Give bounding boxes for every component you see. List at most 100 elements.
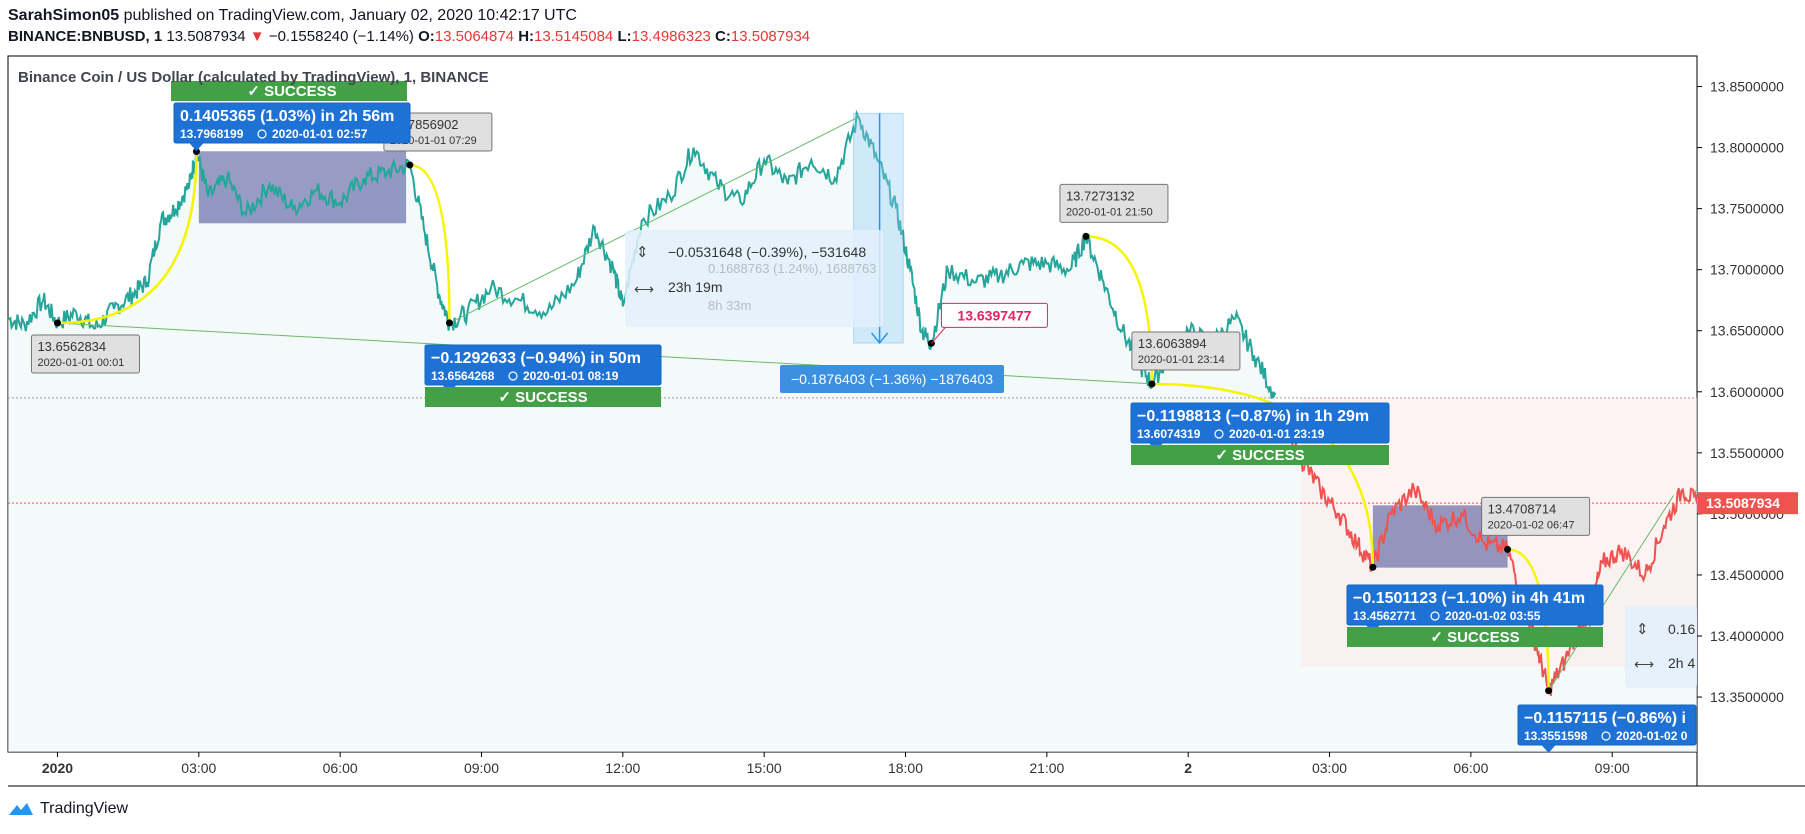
point-marker-9 [1504, 545, 1512, 553]
tradingview-logo-icon [9, 803, 33, 815]
trend-line-3 [1548, 495, 1674, 691]
y-tick-label: 13.7000000 [1710, 262, 1784, 278]
info-ghost-2: 8h 33m [708, 298, 751, 313]
low-value: 13.4986323 [631, 28, 711, 45]
point-marker-10 [1545, 687, 1553, 695]
stat-sub-price: 13.3551598 [1524, 729, 1588, 743]
x-tick-label: 06:00 [323, 760, 358, 776]
callout-box [1131, 331, 1241, 371]
point-marker-3 [406, 161, 414, 169]
stat-main: −0.1501123 (−1.10%) in 4h 41m [1353, 590, 1585, 607]
point-marker-2 [192, 147, 200, 155]
x-tick-label: 18:00 [888, 760, 923, 776]
y-tick-label: 13.4000000 [1710, 628, 1784, 644]
last-price-tag-text: 13.5087934 [1706, 495, 1780, 511]
open-label: O: [418, 28, 435, 45]
last-price-tag [1698, 492, 1798, 515]
clock-icon [508, 371, 518, 381]
stat-box [1346, 584, 1604, 626]
x-tick-label: 2 [1184, 760, 1192, 776]
stat-main: −0.1292633 (−0.94%) in 50m [431, 350, 641, 367]
yellow-curve-2 [409, 163, 451, 323]
author-name[interactable]: SarahSimon05 [8, 7, 120, 24]
stat-sub-time: 2020-01-01 08:19 [523, 369, 619, 383]
callout-price: 13.4708714 [1488, 501, 1557, 516]
stat-box [424, 344, 662, 386]
y-tick-label: 13.6000000 [1710, 384, 1784, 400]
info-ghost-1: 0.1688763 (1.24%), 1688763 [708, 261, 876, 276]
x-tick-label: 03:00 [1312, 760, 1347, 776]
price-label-box [940, 302, 1048, 328]
clock-icon [1601, 731, 1611, 741]
success-badge [1347, 627, 1603, 647]
series-area-fill [8, 113, 1697, 752]
stat-box-pointer [1541, 745, 1556, 753]
success-badge [425, 387, 661, 407]
callout-price: 13.6063894 [1138, 336, 1207, 351]
x-tick-label: 15:00 [747, 760, 782, 776]
success-badge-text: ✓ SUCCESS [247, 83, 336, 100]
horizontal-range-icon: ⟷ [1634, 656, 1654, 672]
stat-box-pointer-top [189, 143, 204, 151]
point-marker-8 [1369, 563, 1377, 571]
horizontal-range-icon: ⟷ [634, 281, 654, 297]
success-badge [171, 81, 407, 101]
stat-sub-time: 2020-01-02 0 [1616, 729, 1688, 743]
series-line-up [7, 109, 1277, 399]
footer-brand[interactable]: TradingView [40, 800, 129, 817]
y-tick-label: 13.8500000 [1710, 79, 1784, 95]
success-badge-text: ✓ SUCCESS [1430, 629, 1519, 646]
success-badge [1131, 445, 1389, 465]
symbol-info: BINANCE:BNBUSD, 1 13.5087934 ▼ −0.155824… [8, 26, 810, 48]
x-tick-label: 09:00 [1595, 760, 1630, 776]
callout-time: 2020-01-01 00:01 [37, 357, 124, 369]
callout-time: 2020-01-01 23:14 [1138, 354, 1225, 366]
callout-price: 13.6562834 [37, 339, 106, 354]
clock-icon [257, 129, 267, 139]
stat-sub-price: 13.7968199 [180, 127, 244, 141]
high-label: H: [518, 28, 535, 45]
price-label-pointer [931, 326, 946, 344]
callout-box [1481, 496, 1591, 536]
range-measure-box [780, 365, 1004, 393]
yellow-curve-1 [57, 151, 198, 325]
change-arrow-icon: ▼ [249, 28, 265, 45]
stat-sub-price: 13.6564268 [431, 369, 495, 383]
x-tick-label: 12:00 [605, 760, 640, 776]
x-tick-label: 03:00 [181, 760, 216, 776]
info-box-1 [625, 230, 883, 327]
y-tick-label: 13.8000000 [1710, 140, 1784, 156]
stat-sub-price: 13.4562771 [1353, 609, 1417, 623]
callout-time: 2020-01-02 06:47 [1488, 519, 1575, 531]
open-value: 13.5064874 [434, 28, 515, 45]
success-badge-text: ✓ SUCCESS [498, 389, 587, 406]
stat-main: −0.1157115 (−0.86%) i [1524, 710, 1686, 727]
stat-sub-price: 13.6074319 [1137, 427, 1201, 441]
success-badge-text: ✓ SUCCESS [1215, 447, 1304, 464]
range-measure-text: −0.1876403 (−1.36%) −1876403 [791, 371, 993, 387]
x-tick-label: 21:00 [1029, 760, 1064, 776]
callout-box [1059, 183, 1169, 223]
low-label: L: [617, 28, 632, 45]
footer: TradingView [8, 800, 128, 818]
info-line-1: −0.0531648 (−0.39%), −531648 [668, 244, 866, 260]
x-tick-label: 09:00 [464, 760, 499, 776]
info2-line-1: 0.16 [1668, 621, 1695, 637]
vertical-range-icon: ⇕ [636, 244, 649, 261]
close-value: 13.5087934 [730, 28, 811, 45]
publish-header: SarahSimon05 published on TradingView.co… [8, 6, 810, 48]
price-change: −0.1558240 (−1.14%) [268, 28, 414, 45]
info-box-2 [1625, 606, 1697, 688]
clock-icon [1214, 429, 1224, 439]
y-tick-label: 13.6500000 [1710, 323, 1784, 339]
stat-sub-time: 2020-01-01 02:57 [272, 127, 368, 141]
callout-time: 2020-01-01 21:50 [1066, 206, 1153, 218]
stat-sub-time: 2020-01-02 03:55 [1445, 609, 1541, 623]
callout-box [30, 334, 140, 374]
stat-box [1130, 402, 1390, 444]
trend-line-2 [449, 116, 859, 324]
stat-main: −0.1198813 (−0.87%) in 1h 29m [1137, 408, 1369, 425]
measure-arrow-head [871, 332, 889, 345]
high-value: 13.5145084 [534, 28, 614, 45]
